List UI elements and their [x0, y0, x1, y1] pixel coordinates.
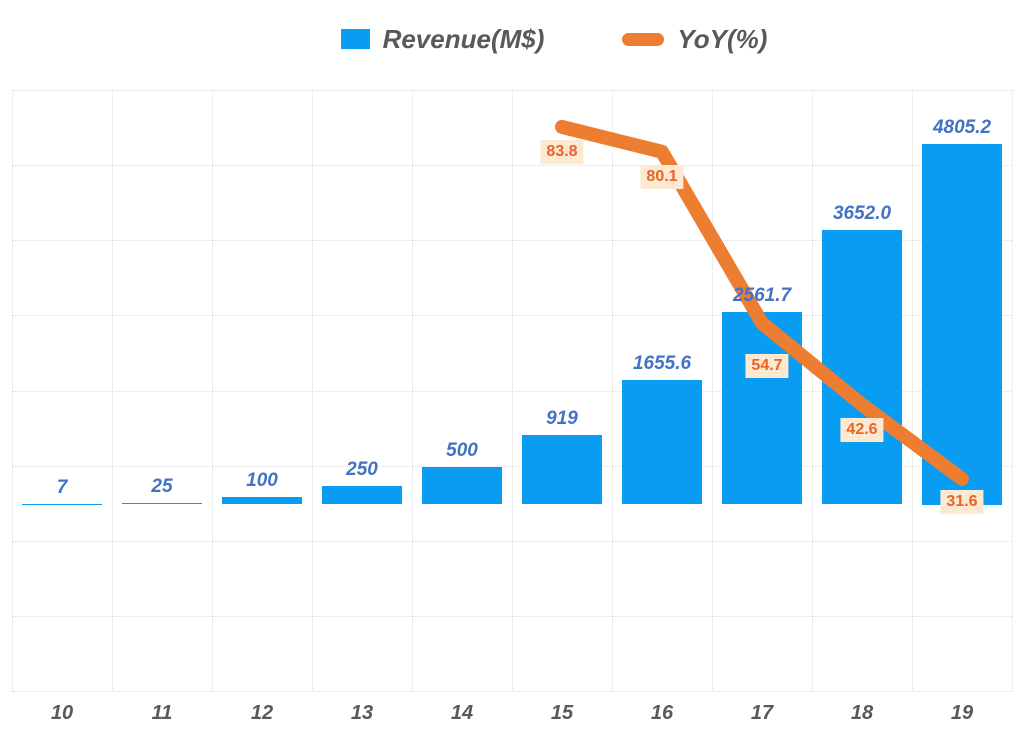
- vertical-gridline: [812, 90, 813, 691]
- yoy-value-label-15: 83.8: [540, 139, 584, 164]
- legend-item-revenue: Revenue(M$): [340, 23, 545, 55]
- legend-revenue-label: Revenue(M$): [382, 23, 545, 54]
- vertical-gridline: [412, 90, 413, 691]
- revenue-value-label-13: 250: [346, 458, 378, 480]
- legend-yoy-label: YoY(%): [677, 23, 768, 54]
- vertical-gridline: [112, 90, 113, 691]
- revenue-bar-16: [622, 380, 702, 505]
- vertical-gridline: [12, 90, 13, 691]
- x-axis-label-13: 13: [350, 702, 374, 724]
- vertical-gridline: [1012, 90, 1013, 691]
- vertical-gridline: [712, 90, 713, 691]
- revenue-bar-10: [22, 503, 102, 505]
- vertical-gridline: [612, 90, 613, 691]
- yoy-value-label-18: 42.6: [840, 417, 884, 442]
- revenue-swatch-icon: [340, 29, 370, 49]
- vertical-gridline: [312, 90, 313, 691]
- revenue-bar-11: [122, 502, 202, 505]
- revenue-bar-13: [322, 485, 402, 505]
- revenue-value-label-18: 3652.0: [832, 203, 892, 225]
- revenue-bar-12: [222, 496, 302, 505]
- horizontal-gridline: [12, 691, 1012, 692]
- vertical-gridline: [512, 90, 513, 691]
- chart-legend: Revenue(M$) YoY(%): [42, 16, 1024, 62]
- x-axis-label-17: 17: [750, 702, 774, 724]
- revenue-value-label-17: 2561.7: [732, 285, 792, 307]
- yoy-value-label-16: 80.1: [640, 164, 684, 189]
- revenue-bar-18: [822, 230, 902, 505]
- revenue-value-label-12: 100: [246, 469, 278, 491]
- yoy-swatch-icon: [622, 32, 665, 46]
- x-axis-label-15: 15: [550, 702, 574, 724]
- vertical-gridline: [912, 90, 913, 691]
- x-axis-label-10: 10: [50, 702, 74, 724]
- legend-item-yoy: YoY(%): [622, 24, 767, 55]
- x-axis-label-11: 11: [151, 702, 173, 724]
- revenue-value-label-15: 919: [546, 408, 578, 430]
- revenue-bar-19: [922, 143, 1002, 505]
- yoy-value-label-19: 31.6: [940, 489, 984, 514]
- yoy-value-label-17: 54.7: [745, 354, 789, 379]
- x-axis-label-16: 16: [650, 702, 674, 724]
- revenue-value-label-14: 500: [446, 439, 478, 461]
- vertical-gridline: [212, 90, 213, 691]
- revenue-value-label-19: 4805.2: [932, 116, 992, 138]
- x-axis-label-12: 12: [250, 702, 274, 724]
- revenue-bar-14: [422, 466, 502, 505]
- x-axis-label-19: 19: [950, 702, 974, 724]
- x-axis-label-14: 14: [450, 702, 474, 724]
- revenue-value-label-11: 25: [151, 475, 173, 497]
- revenue-value-label-10: 7: [56, 476, 68, 498]
- revenue-bar-15: [522, 435, 602, 505]
- revenue-value-label-16: 1655.6: [632, 353, 692, 375]
- x-axis-label-18: 18: [850, 702, 874, 724]
